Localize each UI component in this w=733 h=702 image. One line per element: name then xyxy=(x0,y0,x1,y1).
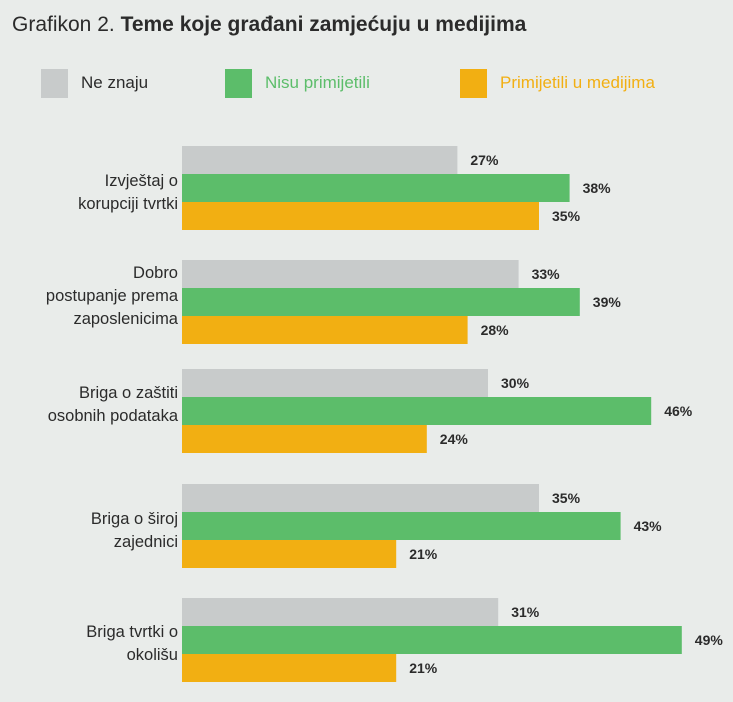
bar-nisu-primijetili-4 xyxy=(182,512,621,540)
bar-ne-znaju-4 xyxy=(182,484,539,512)
legend-item-primijetili: Primijetili u medijima xyxy=(460,68,655,98)
bar-primijetili-5 xyxy=(182,654,397,682)
bar-primijetili-4 xyxy=(182,540,397,568)
legend-label-ne-znaju: Ne znaju xyxy=(81,73,149,92)
bar-nisu-primijetili-2 xyxy=(182,288,580,316)
value-label-ne-znaju-2: 33% xyxy=(532,266,561,282)
bar-primijetili-2 xyxy=(182,316,468,344)
value-label-ne-znaju-5: 31% xyxy=(511,604,540,620)
bar-ne-znaju-1 xyxy=(182,146,458,174)
legend-swatch-primijetili xyxy=(460,68,487,98)
legend-label-nisu-primijetili: Nisu primijetili xyxy=(265,73,370,92)
category-label-5: Briga tvrtki o okolišu xyxy=(86,623,178,664)
legend-swatch-ne-znaju xyxy=(41,68,68,98)
bar-primijetili-3 xyxy=(182,425,427,453)
value-label-primijetili-2: 28% xyxy=(481,322,510,338)
chart-title-prefix: Grafikon 2. xyxy=(12,13,115,36)
value-label-primijetili-1: 35% xyxy=(552,208,581,224)
bar-ne-znaju-5 xyxy=(182,598,499,626)
bar-nisu-primijetili-3 xyxy=(182,397,652,425)
bar-ne-znaju-3 xyxy=(182,369,488,397)
value-label-nisu-primijetili-3: 46% xyxy=(664,403,693,419)
value-label-nisu-primijetili-1: 38% xyxy=(583,180,612,196)
value-label-primijetili-4: 21% xyxy=(409,546,438,562)
value-label-nisu-primijetili-4: 43% xyxy=(634,518,663,534)
chart-title: Grafikon 2. Teme koje građani zamjećuju … xyxy=(12,13,526,37)
value-label-ne-znaju-4: 35% xyxy=(552,490,581,506)
category-label-2: Dobro postupanje prema zaposlenicima xyxy=(45,263,178,328)
value-label-primijetili-5: 21% xyxy=(409,660,438,676)
legend-swatch-nisu-primijetili xyxy=(225,68,252,98)
value-label-nisu-primijetili-2: 39% xyxy=(593,294,622,310)
chart-title-main: Teme koje građani zamjećuju u medijima xyxy=(120,13,527,36)
legend-item-nisu-primijetili: Nisu primijetili xyxy=(225,68,370,98)
bar-nisu-primijetili-5 xyxy=(182,626,682,654)
value-label-ne-znaju-3: 30% xyxy=(501,375,530,391)
bar-primijetili-1 xyxy=(182,202,539,230)
value-label-nisu-primijetili-5: 49% xyxy=(695,632,724,648)
category-label-1: Izvještaj o korupciji tvrtki xyxy=(78,172,178,213)
bar-ne-znaju-2 xyxy=(182,260,519,288)
category-label-3: Briga o zaštiti osobnih podataka xyxy=(47,384,178,425)
value-label-ne-znaju-1: 27% xyxy=(470,152,499,168)
bar-nisu-primijetili-1 xyxy=(182,174,570,202)
legend-label-primijetili: Primijetili u medijima xyxy=(500,73,655,92)
value-label-primijetili-3: 24% xyxy=(440,431,469,447)
category-label-4: Briga o široj zajednici xyxy=(90,510,178,551)
legend-item-ne-znaju: Ne znaju xyxy=(41,68,148,98)
